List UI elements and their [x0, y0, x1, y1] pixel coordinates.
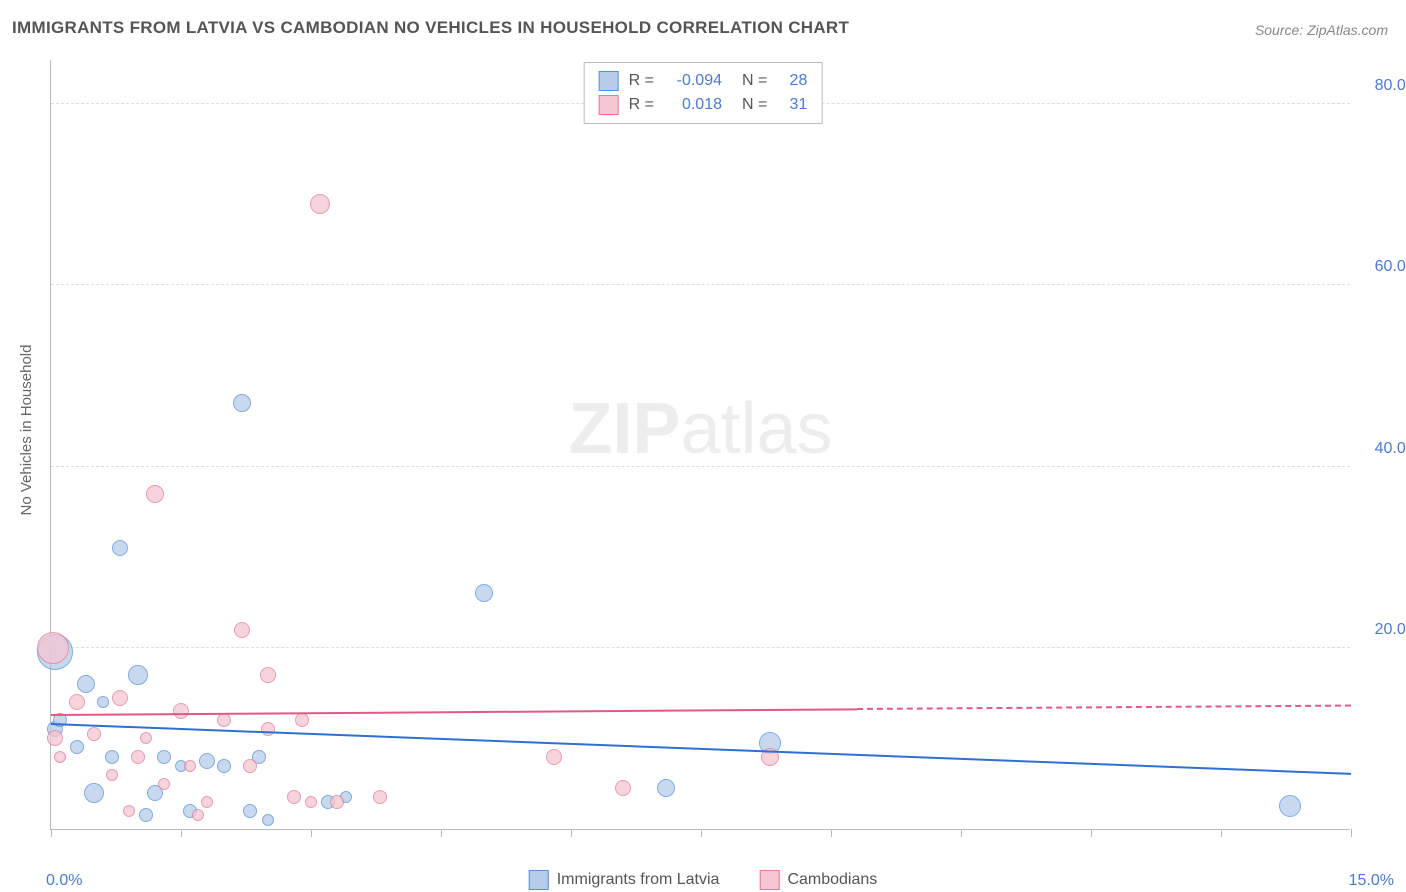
y-tick-label: 60.0% — [1360, 258, 1406, 276]
data-point-cambodian — [123, 805, 135, 817]
data-point-latvia — [112, 540, 128, 556]
r-value: -0.094 — [664, 69, 722, 93]
data-point-cambodian — [37, 632, 69, 664]
data-point-cambodian — [546, 749, 562, 765]
data-point-latvia — [475, 584, 493, 602]
data-point-cambodian — [217, 713, 231, 727]
data-point-latvia — [105, 750, 119, 764]
y-tick-label: 20.0% — [1360, 621, 1406, 639]
bottom-legend: Immigrants from Latvia Cambodians — [529, 870, 878, 890]
data-point-latvia — [97, 696, 109, 708]
x-tick — [701, 829, 702, 837]
data-point-cambodian — [260, 667, 276, 683]
data-point-cambodian — [140, 732, 152, 744]
data-point-cambodian — [173, 703, 189, 719]
n-label: N = — [742, 93, 767, 117]
chart-title: IMMIGRANTS FROM LATVIA VS CAMBODIAN NO V… — [12, 18, 849, 38]
x-tick — [1221, 829, 1222, 837]
data-point-cambodian — [106, 769, 118, 781]
source-label: Source: ZipAtlas.com — [1255, 22, 1388, 38]
x-tick — [571, 829, 572, 837]
watermark: ZIPatlas — [568, 388, 832, 470]
data-point-latvia — [157, 750, 171, 764]
x-tick — [961, 829, 962, 837]
data-point-cambodian — [146, 485, 164, 503]
data-point-cambodian — [192, 809, 204, 821]
data-point-cambodian — [112, 690, 128, 706]
legend-item-cambodian: Cambodians — [759, 870, 877, 890]
data-point-latvia — [217, 759, 231, 773]
data-point-latvia — [243, 804, 257, 818]
data-point-cambodian — [305, 796, 317, 808]
r-label: R = — [629, 93, 654, 117]
n-label: N = — [742, 69, 767, 93]
data-point-cambodian — [261, 722, 275, 736]
data-point-cambodian — [310, 194, 330, 214]
r-value: 0.018 — [664, 93, 722, 117]
grid-line — [51, 466, 1350, 467]
trend-line — [857, 705, 1351, 710]
data-point-cambodian — [87, 727, 101, 741]
x-tick — [181, 829, 182, 837]
legend-swatch-icon — [599, 71, 619, 91]
x-tick — [1351, 829, 1352, 837]
legend-swatch-icon — [759, 870, 779, 890]
stats-row-latvia: R = -0.094 N = 28 — [599, 69, 808, 93]
data-point-cambodian — [373, 790, 387, 804]
x-tick — [441, 829, 442, 837]
data-point-latvia — [1279, 795, 1301, 817]
data-point-cambodian — [184, 760, 196, 772]
data-point-latvia — [84, 783, 104, 803]
data-point-latvia — [77, 675, 95, 693]
x-tick — [51, 829, 52, 837]
data-point-cambodian — [131, 750, 145, 764]
legend-label: Cambodians — [787, 871, 877, 889]
data-point-cambodian — [287, 790, 301, 804]
x-tick — [311, 829, 312, 837]
stats-row-cambodian: R = 0.018 N = 31 — [599, 93, 808, 117]
data-point-cambodian — [234, 622, 250, 638]
x-axis-max-label: 15.0% — [1349, 872, 1394, 890]
data-point-cambodian — [330, 795, 344, 809]
data-point-cambodian — [158, 778, 170, 790]
data-point-cambodian — [69, 694, 85, 710]
y-tick-label: 80.0% — [1360, 77, 1406, 95]
data-point-latvia — [70, 740, 84, 754]
data-point-cambodian — [54, 751, 66, 763]
plot-area: ZIPatlas 20.0%40.0%60.0%80.0% — [50, 60, 1350, 830]
x-tick — [1091, 829, 1092, 837]
data-point-cambodian — [615, 780, 631, 796]
data-point-cambodian — [243, 759, 257, 773]
legend-swatch-icon — [529, 870, 549, 890]
data-point-latvia — [199, 753, 215, 769]
grid-line — [51, 647, 1350, 648]
y-tick-label: 40.0% — [1360, 440, 1406, 458]
legend-item-latvia: Immigrants from Latvia — [529, 870, 720, 890]
legend-label: Immigrants from Latvia — [557, 871, 720, 889]
data-point-latvia — [233, 394, 251, 412]
x-tick — [831, 829, 832, 837]
data-point-cambodian — [47, 730, 63, 746]
trend-line — [51, 708, 857, 716]
data-point-latvia — [128, 665, 148, 685]
x-axis-min-label: 0.0% — [46, 872, 82, 890]
y-axis-title: No Vehicles in Household — [18, 345, 35, 516]
legend-swatch-icon — [599, 95, 619, 115]
n-value: 31 — [777, 93, 807, 117]
data-point-latvia — [139, 808, 153, 822]
data-point-cambodian — [295, 713, 309, 727]
n-value: 28 — [777, 69, 807, 93]
grid-line — [51, 284, 1350, 285]
data-point-latvia — [657, 779, 675, 797]
stats-legend-box: R = -0.094 N = 28 R = 0.018 N = 31 — [584, 62, 823, 124]
data-point-latvia — [262, 814, 274, 826]
r-label: R = — [629, 69, 654, 93]
data-point-cambodian — [201, 796, 213, 808]
